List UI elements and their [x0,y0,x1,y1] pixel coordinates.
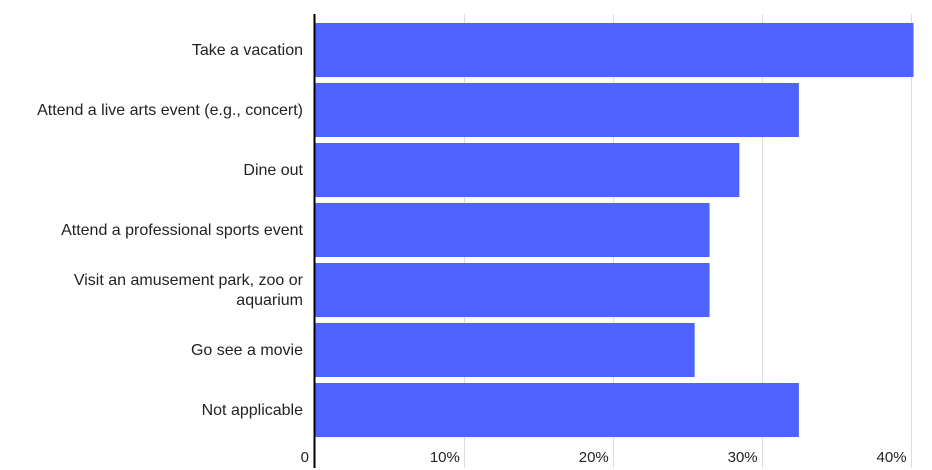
category-labels: Take a vacation Attend a live arts event … [37,42,304,419]
tick-label-20: 20% [579,449,609,466]
category-label-1: Take a vacation [192,42,303,59]
bar-2 [315,83,799,137]
bars [315,23,914,437]
category-label-2: Attend a live arts event (e.g., concert) [37,102,303,119]
category-label-7: Not applicable [202,402,304,419]
bar-1 [315,23,914,77]
x-axis-ticks: 0 10% 20% 30% 40% [301,449,907,466]
category-label-3: Dine out [243,162,303,179]
bar-4 [315,203,710,257]
category-label-6: Go see a movie [191,342,303,359]
bar-5 [315,263,710,317]
bar-6 [315,323,695,377]
bar-3 [315,143,740,197]
bar-7 [315,383,799,437]
tick-label-30: 30% [728,449,758,466]
category-label-5: Visit an amusement park, zoo or aquarium [74,272,304,309]
tick-label-40: 40% [877,449,907,466]
tick-label-0: 0 [301,449,309,466]
tick-label-10: 10% [430,449,460,466]
category-label-4: Attend a professional sports event [61,222,303,239]
